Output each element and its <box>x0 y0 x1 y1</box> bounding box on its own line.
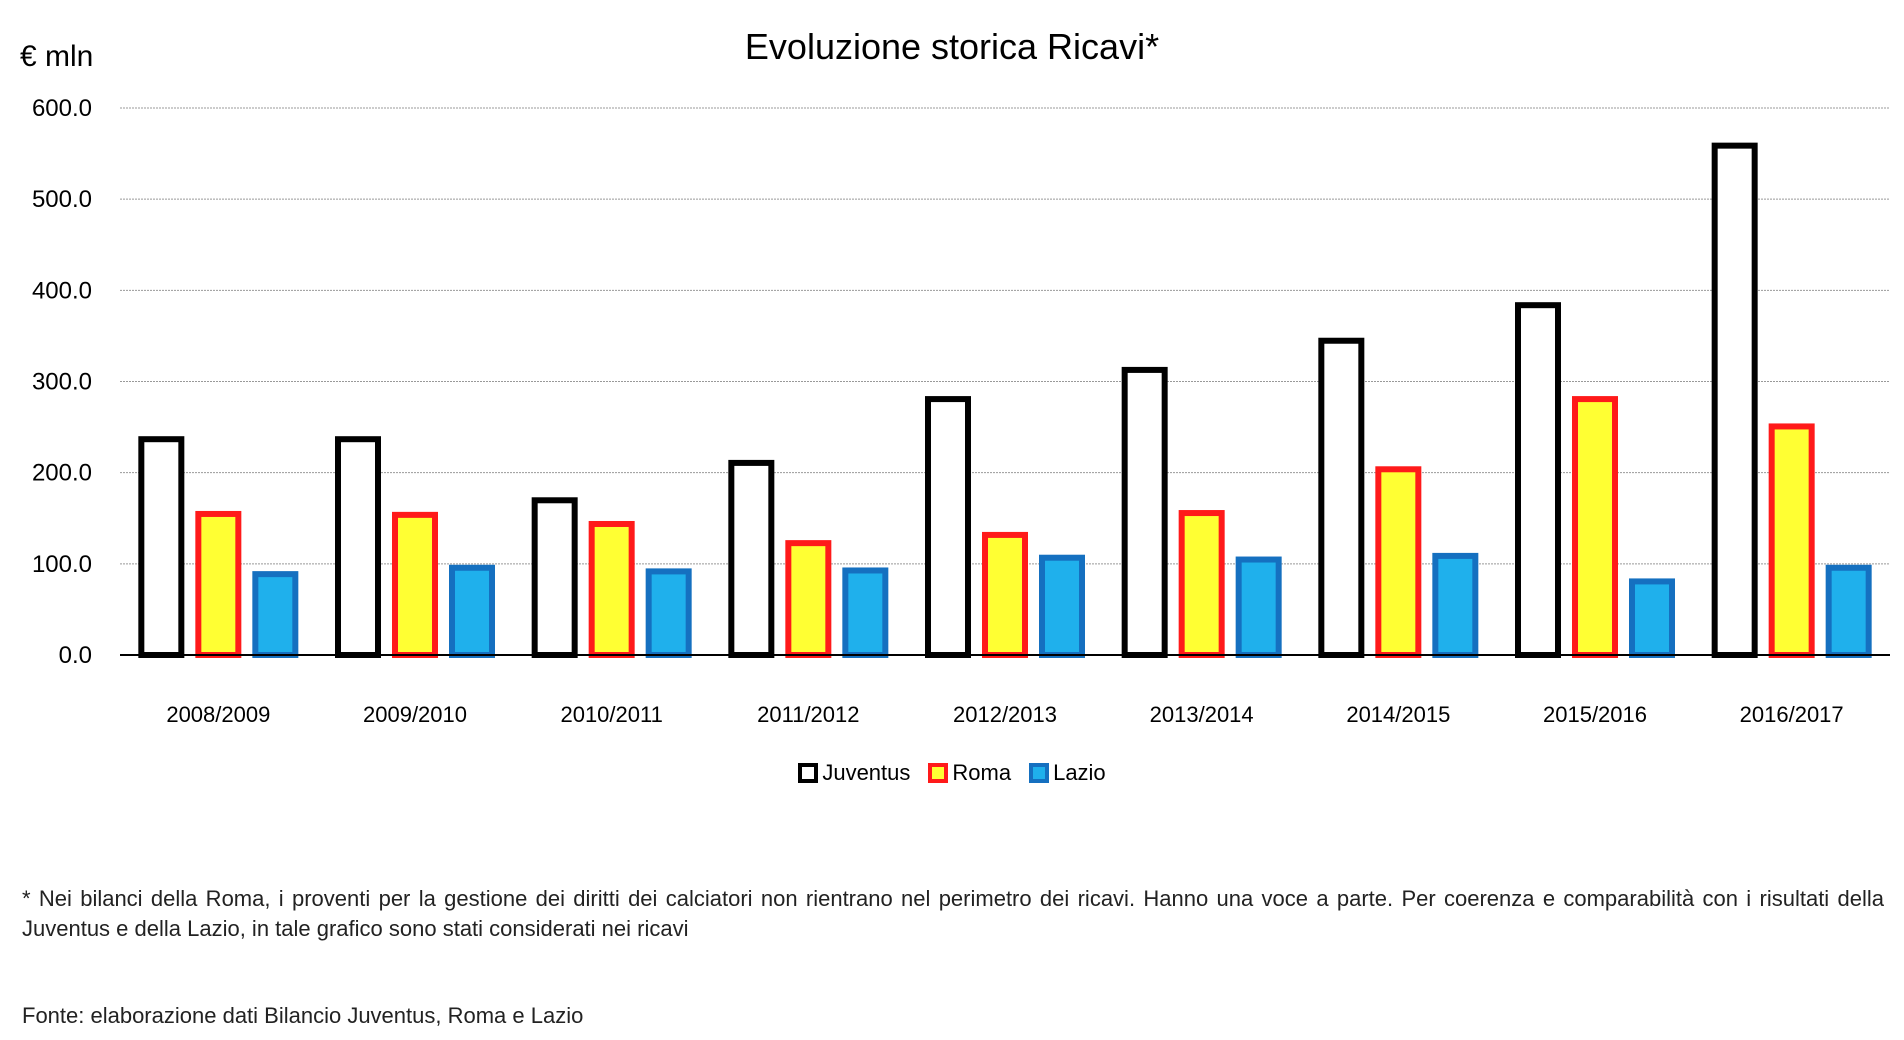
y-tick-label: 0.0 <box>59 642 92 669</box>
x-tick-label: 2015/2016 <box>1543 702 1647 727</box>
legend-swatch <box>1029 763 1050 783</box>
bar-lazio <box>1432 552 1479 658</box>
legend-item-roma: Roma <box>928 760 1011 786</box>
x-tick-label: 2013/2014 <box>1150 702 1254 727</box>
bar-lazio <box>252 571 299 658</box>
bar-roma <box>982 531 1028 658</box>
y-tick-label: 500.0 <box>32 186 92 213</box>
x-tick-label: 2011/2012 <box>757 702 859 727</box>
source-note: Fonte: elaborazione dati Bilancio Juvent… <box>22 1003 584 1028</box>
chart-title: Evoluzione storica Ricavi* <box>744 26 1160 67</box>
bar-lazio <box>842 567 889 658</box>
bar-roma <box>195 510 242 658</box>
legend-item-lazio: Lazio <box>1029 760 1106 786</box>
y-axis-unit-label: € mln <box>20 40 94 73</box>
x-tick-label: 2008/2009 <box>166 702 270 727</box>
x-tick-label: 2012/2013 <box>953 702 1057 727</box>
bar-juventus <box>925 396 971 658</box>
bar-roma <box>392 511 438 659</box>
bar-juventus <box>1515 302 1561 658</box>
bar-lazio <box>1039 554 1085 659</box>
bar-roma <box>588 520 635 658</box>
bar-lazio <box>1629 578 1675 658</box>
x-tick-label: 2014/2015 <box>1346 702 1450 727</box>
bar-roma <box>1178 510 1225 658</box>
y-tick-label: 400.0 <box>32 277 92 304</box>
bar-juventus <box>1711 142 1758 658</box>
bar-juventus <box>1121 366 1168 658</box>
x-tick-label: 2009/2010 <box>363 702 467 727</box>
legend-label: Lazio <box>1053 760 1106 785</box>
bar-lazio <box>645 568 692 658</box>
bar-lazio <box>449 564 495 658</box>
y-tick-label: 100.0 <box>32 551 92 578</box>
y-tick-label: 200.0 <box>32 460 92 487</box>
chart-legend: Juventus Roma Lazio <box>0 760 1904 786</box>
bar-juventus <box>335 436 381 659</box>
bar-roma <box>1768 423 1815 659</box>
legend-item-juventus: Juventus <box>798 760 910 786</box>
y-tick-label: 300.0 <box>32 369 92 396</box>
footnote: * Nei bilanci della Roma, i proventi per… <box>22 886 1884 941</box>
bar-roma <box>1572 396 1618 658</box>
legend-swatch <box>798 763 819 783</box>
y-tick-label: 600.0 <box>32 95 92 122</box>
bar-roma <box>1375 466 1422 658</box>
bar-chart: 0.0 100.0 200.0 300.0 400.0 500.0 600.0 2008/20… <box>32 95 1890 727</box>
legend-label: Juventus <box>822 760 911 785</box>
legend-label: Roma <box>952 760 1012 785</box>
x-tick-label: 2016/2017 <box>1740 702 1844 727</box>
bar-lazio <box>1825 564 1872 658</box>
legend-swatch <box>928 763 949 783</box>
bar-juventus <box>138 436 185 659</box>
bar-juventus <box>1318 337 1365 658</box>
bar-juventus <box>531 497 578 659</box>
bar-roma <box>785 540 832 659</box>
bar-lazio <box>1235 556 1282 658</box>
x-tick-label: 2010/2011 <box>560 702 662 727</box>
bar-juventus <box>728 459 775 658</box>
